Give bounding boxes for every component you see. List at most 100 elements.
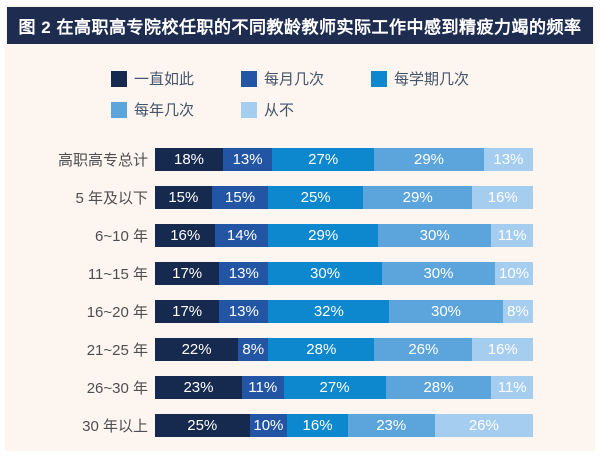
bar-segment: 13% — [223, 148, 273, 171]
bar-segment: 18% — [155, 148, 224, 171]
legend-item: 一直如此 — [111, 68, 241, 89]
bar-track: 16% 14% 29% 30% 11% — [155, 224, 533, 247]
segment-value-label: 30% — [431, 303, 462, 320]
segment-value-label: 23% — [183, 379, 214, 396]
segment-value-label: 17% — [172, 265, 203, 282]
segment-value-label: 28% — [423, 379, 454, 396]
chart-background: 图 2 在高职高专院校任职的不同教龄教师实际工作中感到精疲力竭的频率 一直如此 … — [5, 5, 595, 451]
bar-segment: 15% — [155, 186, 212, 209]
bar-track: 15% 15% 25% 29% 16% — [155, 186, 533, 209]
legend-label: 从不 — [264, 102, 295, 119]
bar-segment: 13% — [219, 300, 269, 323]
segment-value-label: 22% — [181, 341, 212, 358]
legend-swatch — [111, 101, 127, 118]
segment-value-label: 8% — [506, 303, 529, 320]
bar-segment: 28% — [268, 338, 375, 361]
bar-segment: 11% — [241, 376, 284, 399]
bar-segment: 27% — [283, 376, 386, 399]
segment-value-label: 10% — [499, 265, 530, 282]
segment-value-label: 25% — [187, 417, 218, 434]
bar-segment: 17% — [155, 300, 220, 323]
bar-segment: 27% — [272, 148, 375, 171]
bar-row: 21~25 年 22% 8% 28% 26% 16% — [5, 338, 595, 361]
segment-value-label: 15% — [168, 189, 199, 206]
segment-value-label: 25% — [300, 189, 331, 206]
bar-row: 30 年以上 25% 10% 16% 23% 26% — [5, 414, 595, 437]
bar-track: 17% 13% 30% 30% 10% — [155, 262, 533, 285]
bar-track: 18% 13% 27% 29% 13% — [155, 148, 533, 171]
legend-item: 从不 — [241, 99, 371, 120]
legend-swatch — [371, 70, 387, 87]
bar-track: 22% 8% 28% 26% 16% — [155, 338, 533, 361]
bar-segment: 30% — [377, 224, 492, 247]
category-label: 26~30 年 — [86, 380, 148, 397]
bar-segment: 25% — [155, 414, 250, 437]
segment-value-label: 8% — [242, 341, 265, 358]
bar-segment: 25% — [268, 186, 363, 209]
segment-value-label: 16% — [487, 189, 518, 206]
segment-value-label: 13% — [228, 303, 259, 320]
legend: 一直如此 每月几次 每学期几次 每年几次 从不 — [111, 68, 531, 120]
segment-value-label: 23% — [376, 417, 407, 434]
category-label: 11~15 年 — [87, 266, 148, 283]
legend-item: 每月几次 — [241, 68, 371, 89]
segment-value-label: 27% — [319, 379, 350, 396]
segment-value-label: 15% — [225, 189, 256, 206]
bar-segment: 32% — [268, 300, 390, 323]
bar-track: 17% 13% 32% 30% 8% — [155, 300, 533, 323]
bar-segment: 22% — [155, 338, 239, 361]
bar-segment: 29% — [374, 148, 484, 171]
bar-segment: 23% — [347, 414, 435, 437]
bar-segment: 14% — [215, 224, 269, 247]
segment-value-label: 30% — [419, 227, 450, 244]
bar-row: 16~20 年 17% 13% 32% 30% 8% — [5, 300, 595, 323]
segment-value-label: 26% — [468, 417, 499, 434]
chart-title-bar: 图 2 在高职高专院校任职的不同教龄教师实际工作中感到精疲力竭的频率 — [7, 7, 593, 44]
legend-swatch — [241, 101, 257, 118]
bar-row: 26~30 年 23% 11% 27% 28% 11% — [5, 376, 595, 399]
legend-item: 每学期几次 — [371, 68, 501, 89]
segment-value-label: 28% — [306, 341, 337, 358]
bar-row: 6~10 年 16% 14% 29% 30% 11% — [5, 224, 595, 247]
segment-value-label: 13% — [493, 151, 524, 168]
bar-segment: 17% — [155, 262, 220, 285]
segment-value-label: 29% — [402, 189, 433, 206]
bar-segment: 11% — [491, 376, 533, 399]
segment-value-label: 29% — [413, 151, 445, 168]
bar-segment: 16% — [287, 414, 348, 437]
bar-row: 11~15 年 17% 13% 30% 30% 10% — [5, 262, 595, 285]
bar-segment: 29% — [362, 186, 473, 209]
bar-segment: 13% — [219, 262, 269, 285]
segment-value-label: 11% — [497, 227, 527, 244]
segment-value-label: 16% — [487, 341, 518, 358]
bar-segment: 15% — [211, 186, 269, 209]
bar-segment: 30% — [268, 262, 382, 285]
bar-segment: 11% — [491, 224, 533, 247]
bar-segment: 30% — [389, 300, 503, 323]
bar-segment: 13% — [483, 148, 533, 171]
segment-value-label: 32% — [313, 303, 344, 320]
segment-value-label: 10% — [253, 417, 284, 434]
bar-segment: 8% — [502, 300, 533, 323]
legend-swatch — [111, 70, 127, 87]
legend-label: 每年几次 — [134, 102, 195, 119]
legend-label: 一直如此 — [134, 71, 195, 88]
segment-value-label: 13% — [228, 265, 259, 282]
segment-value-label: 17% — [172, 303, 203, 320]
category-label: 21~25 年 — [86, 342, 148, 359]
segment-value-label: 16% — [302, 417, 333, 434]
bar-row: 高职高专总计 18% 13% 27% 29% 13% — [5, 148, 595, 171]
bar-segment: 26% — [434, 414, 533, 437]
category-label: 5 年及以下 — [75, 190, 148, 207]
legend-swatch — [241, 70, 257, 87]
category-label: 30 年以上 — [82, 418, 148, 435]
segment-value-label: 27% — [308, 151, 339, 168]
bar-segment: 23% — [155, 376, 242, 399]
legend-label: 每月几次 — [264, 71, 325, 88]
bar-track: 25% 10% 16% 23% 26% — [155, 414, 533, 437]
bar-segment: 16% — [472, 186, 533, 209]
bar-track: 23% 11% 27% 28% 11% — [155, 376, 533, 399]
bar-row: 5 年及以下 15% 15% 25% 29% 16% — [5, 186, 595, 209]
segment-value-label: 11% — [497, 379, 527, 396]
segment-value-label: 16% — [170, 227, 201, 244]
